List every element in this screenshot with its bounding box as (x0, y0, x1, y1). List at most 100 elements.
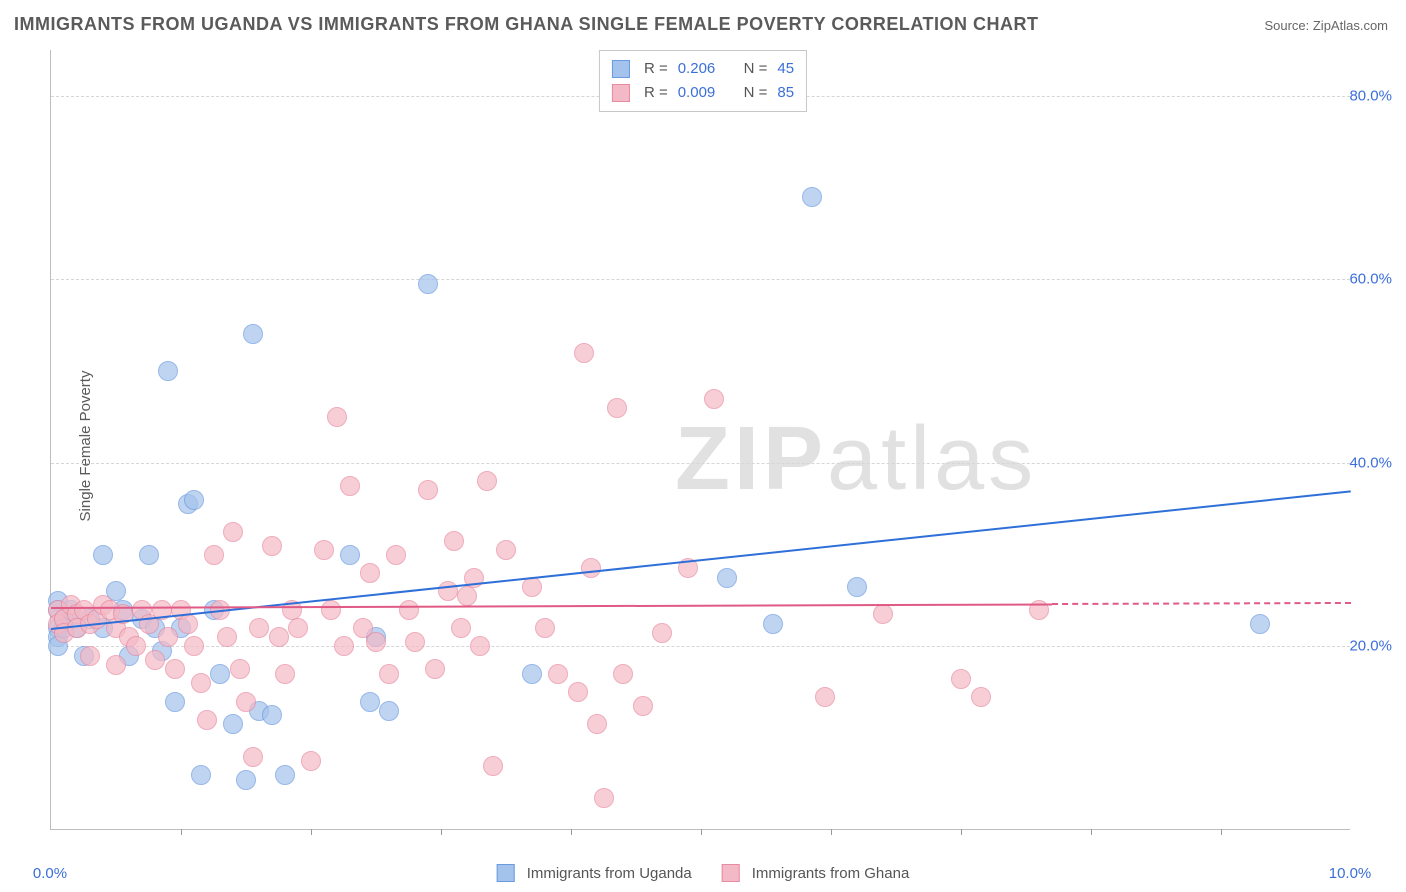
data-point-ghana (873, 604, 893, 624)
x-minor-tick (1091, 829, 1092, 835)
data-point-ghana (275, 664, 295, 684)
data-point-uganda (184, 490, 204, 510)
data-point-ghana (178, 614, 198, 634)
data-point-ghana (535, 618, 555, 638)
data-point-ghana (106, 655, 126, 675)
data-point-ghana (360, 563, 380, 583)
data-point-ghana (815, 687, 835, 707)
data-point-ghana (126, 636, 146, 656)
x-minor-tick (701, 829, 702, 835)
legend-swatch-uganda (497, 864, 515, 882)
data-point-ghana (243, 747, 263, 767)
source-label: Source: ZipAtlas.com (1264, 18, 1388, 33)
data-point-ghana (587, 714, 607, 734)
x-minor-tick (441, 829, 442, 835)
data-point-ghana (165, 659, 185, 679)
data-point-ghana (223, 522, 243, 542)
data-point-ghana (217, 627, 237, 647)
data-point-ghana (321, 600, 341, 620)
data-point-ghana (379, 664, 399, 684)
data-point-ghana (230, 659, 250, 679)
data-point-ghana (340, 476, 360, 496)
x-tick-label: 0.0% (33, 865, 67, 882)
y-tick-label: 80.0% (1349, 87, 1392, 104)
n-label: N = (744, 81, 768, 105)
gridline (51, 279, 1350, 280)
data-point-ghana (301, 751, 321, 771)
stats-legend-box: R = 0.206 N = 45 R = 0.009 N = 85 (599, 50, 807, 112)
n-value: 45 (777, 57, 794, 81)
data-point-uganda (275, 765, 295, 785)
data-point-ghana (327, 407, 347, 427)
x-tick-label: 10.0% (1329, 865, 1372, 882)
data-point-ghana (652, 623, 672, 643)
n-value: 85 (777, 81, 794, 105)
data-point-ghana (425, 659, 445, 679)
data-point-uganda (340, 545, 360, 565)
legend-label-uganda: Immigrants from Uganda (527, 865, 692, 882)
data-point-uganda (360, 692, 380, 712)
n-label: N = (744, 57, 768, 81)
data-point-uganda (139, 545, 159, 565)
data-point-ghana (451, 618, 471, 638)
data-point-ghana (444, 531, 464, 551)
data-point-uganda (522, 664, 542, 684)
data-point-ghana (483, 756, 503, 776)
scatter-plot-area: ZIPatlas (50, 50, 1350, 830)
trend-line (51, 603, 1052, 609)
data-point-ghana (236, 692, 256, 712)
data-point-ghana (399, 600, 419, 620)
watermark-rest: atlas (827, 409, 1037, 509)
data-point-uganda (158, 361, 178, 381)
r-label: R = (644, 81, 668, 105)
swatch-ghana (612, 84, 630, 102)
data-point-uganda (93, 545, 113, 565)
data-point-uganda (165, 692, 185, 712)
data-point-ghana (191, 673, 211, 693)
gridline (51, 463, 1350, 464)
data-point-uganda (243, 324, 263, 344)
data-point-ghana (288, 618, 308, 638)
x-minor-tick (961, 829, 962, 835)
data-point-ghana (418, 480, 438, 500)
data-point-uganda (191, 765, 211, 785)
data-point-ghana (386, 545, 406, 565)
data-point-uganda (1250, 614, 1270, 634)
data-point-ghana (334, 636, 354, 656)
data-point-ghana (262, 536, 282, 556)
data-point-uganda (763, 614, 783, 634)
data-point-ghana (314, 540, 334, 560)
data-point-uganda (717, 568, 737, 588)
data-point-uganda (802, 187, 822, 207)
y-tick-label: 40.0% (1349, 454, 1392, 471)
gridline (51, 646, 1350, 647)
trend-line (51, 490, 1351, 630)
stats-row-uganda: R = 0.206 N = 45 (612, 57, 794, 81)
data-point-ghana (158, 627, 178, 647)
watermark-bold: ZIP (675, 409, 827, 509)
data-point-ghana (366, 632, 386, 652)
legend-item-uganda: Immigrants from Uganda (497, 864, 692, 882)
legend-item-ghana: Immigrants from Ghana (722, 864, 910, 882)
legend-label-ghana: Immigrants from Ghana (752, 865, 910, 882)
data-point-uganda (418, 274, 438, 294)
r-label: R = (644, 57, 668, 81)
data-point-uganda (236, 770, 256, 790)
data-point-ghana (470, 636, 490, 656)
data-point-ghana (971, 687, 991, 707)
data-point-ghana (704, 389, 724, 409)
data-point-ghana (184, 636, 204, 656)
data-point-ghana (145, 650, 165, 670)
series-legend: Immigrants from Uganda Immigrants from Gh… (497, 864, 910, 882)
data-point-uganda (379, 701, 399, 721)
y-tick-label: 20.0% (1349, 638, 1392, 655)
data-point-uganda (262, 705, 282, 725)
data-point-ghana (197, 710, 217, 730)
stats-row-ghana: R = 0.009 N = 85 (612, 81, 794, 105)
data-point-uganda (210, 664, 230, 684)
data-point-uganda (223, 714, 243, 734)
r-value: 0.206 (678, 57, 716, 81)
x-minor-tick (571, 829, 572, 835)
data-point-ghana (204, 545, 224, 565)
r-value: 0.009 (678, 81, 716, 105)
